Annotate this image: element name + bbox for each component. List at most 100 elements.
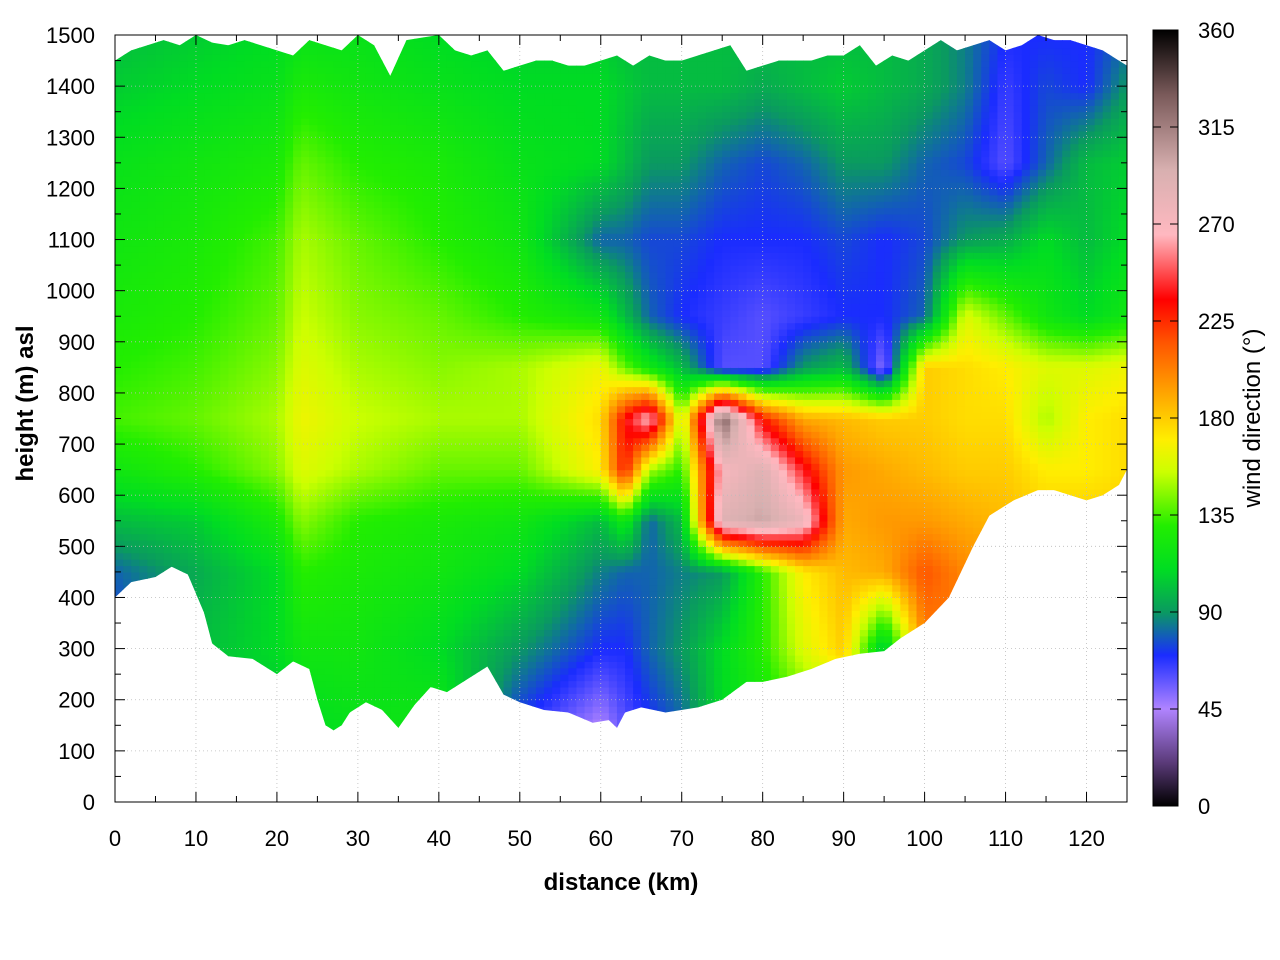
field-cell	[244, 559, 254, 567]
field-cell	[155, 309, 165, 317]
field-cell	[212, 392, 221, 400]
field-cell	[463, 265, 472, 273]
field-cell	[155, 437, 165, 445]
field-cell	[293, 661, 302, 669]
field-cell	[503, 373, 513, 381]
field-cell	[171, 169, 181, 177]
field-cell	[455, 130, 464, 138]
field-cell	[365, 277, 375, 285]
field-cell	[357, 623, 367, 631]
field-cell	[357, 239, 367, 247]
field-cell	[285, 245, 294, 253]
field-cell	[220, 360, 229, 368]
field-cell	[179, 399, 189, 407]
field-cell	[139, 79, 148, 87]
field-cell	[503, 124, 513, 132]
field-cell	[276, 162, 286, 170]
field-cell	[204, 463, 213, 471]
field-cell	[163, 252, 173, 260]
field-cell	[349, 66, 359, 74]
field-cell	[479, 316, 489, 324]
field-cell	[252, 309, 262, 317]
field-cell	[147, 143, 157, 151]
field-cell	[309, 501, 318, 509]
field-cell	[155, 245, 165, 253]
field-cell	[374, 578, 383, 586]
field-cell	[422, 463, 432, 471]
field-cell	[325, 718, 335, 726]
field-cell	[163, 444, 173, 452]
field-cell	[171, 150, 181, 158]
field-cell	[390, 732, 399, 739]
field-cell	[365, 424, 375, 432]
field-cell	[220, 175, 229, 183]
field-cell	[187, 105, 197, 113]
field-cell	[285, 303, 294, 311]
field-cell	[325, 616, 335, 624]
field-cell	[115, 105, 124, 113]
field-cell	[463, 488, 472, 496]
field-cell	[414, 706, 424, 714]
field-cell	[503, 654, 513, 662]
field-cell	[309, 41, 318, 49]
field-cell	[139, 418, 148, 426]
field-cell	[228, 207, 238, 215]
field-cell	[293, 559, 302, 567]
field-cell	[406, 463, 416, 471]
field-cell	[422, 86, 432, 94]
field-cell	[301, 98, 310, 106]
field-cell	[220, 201, 229, 209]
field-cell	[455, 284, 464, 292]
field-cell	[244, 207, 254, 215]
field-cell	[155, 188, 165, 196]
field-cell	[406, 98, 416, 106]
field-cell	[455, 527, 464, 535]
field-cell	[479, 661, 489, 669]
field-cell	[333, 373, 343, 381]
field-cell	[414, 476, 424, 484]
field-cell	[252, 520, 262, 528]
field-cell	[147, 245, 157, 253]
field-cell	[171, 392, 181, 400]
field-cell	[123, 201, 132, 209]
field-cell	[365, 386, 375, 394]
field-cell	[511, 437, 521, 445]
field-cell	[131, 150, 140, 158]
field-cell	[365, 213, 375, 221]
field-cell	[357, 303, 367, 311]
field-cell	[252, 66, 262, 74]
field-cell	[487, 597, 497, 605]
field-cell	[430, 239, 440, 247]
field-cell	[276, 271, 286, 279]
field-cell	[406, 520, 416, 528]
field-cell	[293, 329, 302, 337]
field-cell	[301, 373, 310, 381]
field-cell	[212, 380, 221, 388]
field-cell	[212, 207, 221, 215]
field-cell	[236, 156, 246, 164]
field-cell	[365, 706, 375, 714]
field-cell	[495, 367, 505, 375]
field-cell	[406, 284, 416, 292]
field-cell	[511, 124, 521, 132]
field-cell	[236, 648, 246, 656]
field-cell	[285, 297, 294, 305]
field-cell	[244, 514, 254, 522]
field-cell	[212, 520, 221, 528]
field-cell	[422, 482, 432, 490]
field-cell	[406, 226, 416, 234]
field-cell	[155, 233, 165, 241]
field-cell	[228, 469, 238, 477]
field-cell	[115, 463, 124, 471]
field-cell	[212, 124, 221, 132]
field-cell	[147, 226, 157, 234]
field-cell	[147, 546, 157, 554]
field-cell	[220, 501, 229, 509]
field-cell	[220, 54, 229, 62]
field-cell	[430, 437, 440, 445]
field-cell	[179, 360, 189, 368]
field-cell	[406, 41, 416, 49]
field-cell	[382, 463, 391, 471]
field-cell	[155, 418, 165, 426]
field-cell	[487, 86, 497, 94]
